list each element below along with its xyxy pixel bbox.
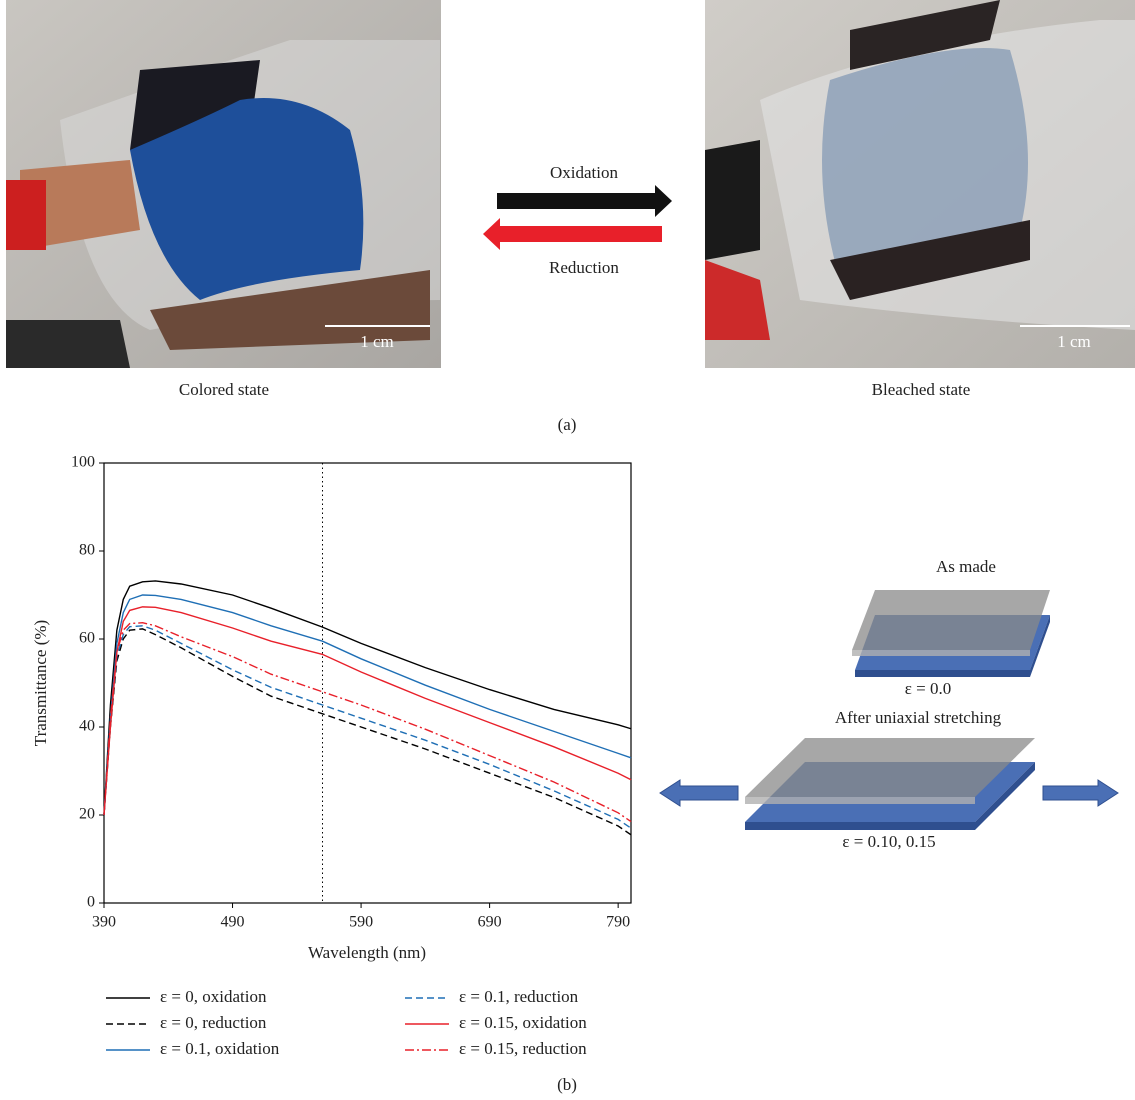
arrow-label: Reduction (549, 258, 619, 277)
x-tick-label: 490 (221, 914, 245, 931)
diagram-as-made (852, 590, 1050, 677)
series-line (104, 626, 631, 828)
scale-label: 1 cm (1057, 332, 1091, 351)
arrow-oxidation (497, 185, 672, 217)
arrow-reduction (483, 218, 662, 250)
x-axis-title: Wavelength (nm) (308, 943, 426, 962)
series-line (104, 595, 631, 815)
diagram-label: ε = 0.0 (905, 679, 951, 698)
y-tick-label: 100 (71, 454, 95, 471)
x-tick-label: 390 (92, 914, 116, 931)
legend-label: ε = 0, oxidation (160, 987, 267, 1006)
diagram-stretched (660, 738, 1118, 830)
y-tick-label: 80 (79, 542, 95, 559)
photo-caption: Bleached state (872, 380, 971, 399)
photo-caption: Colored state (179, 380, 269, 399)
photo-colored (6, 0, 441, 368)
legend-label: ε = 0.1, reduction (459, 987, 579, 1006)
legend-label: ε = 0, reduction (160, 1013, 267, 1032)
y-axis-title: Transmittance (%) (31, 620, 50, 746)
diagram-label: As made (936, 557, 996, 576)
series-line (104, 629, 631, 835)
figure: 1 cm 1 cm Oxidation Reduction Colored st… (0, 0, 1135, 1100)
panel-label: (b) (557, 1075, 577, 1094)
series-line (104, 581, 631, 815)
series-line (104, 623, 631, 822)
legend-label: ε = 0.1, oxidation (160, 1039, 280, 1058)
y-tick-label: 20 (79, 806, 95, 823)
diagram-label: After uniaxial stretching (835, 708, 1002, 727)
scale-label: 1 cm (360, 332, 394, 351)
legend-label: ε = 0.15, oxidation (459, 1013, 587, 1032)
legend-label: ε = 0.15, reduction (459, 1039, 587, 1058)
x-tick-label: 590 (349, 914, 373, 931)
x-tick-label: 690 (478, 914, 502, 931)
arrow-label: Oxidation (550, 163, 618, 182)
y-tick-label: 60 (79, 630, 95, 647)
panel-label: (a) (558, 415, 577, 434)
plot-frame (104, 463, 631, 903)
y-tick-label: 40 (79, 718, 95, 735)
y-tick-label: 0 (87, 894, 95, 911)
diagram-label: ε = 0.10, 0.15 (842, 832, 935, 851)
photo-bleached (705, 0, 1135, 368)
x-tick-label: 790 (606, 914, 630, 931)
